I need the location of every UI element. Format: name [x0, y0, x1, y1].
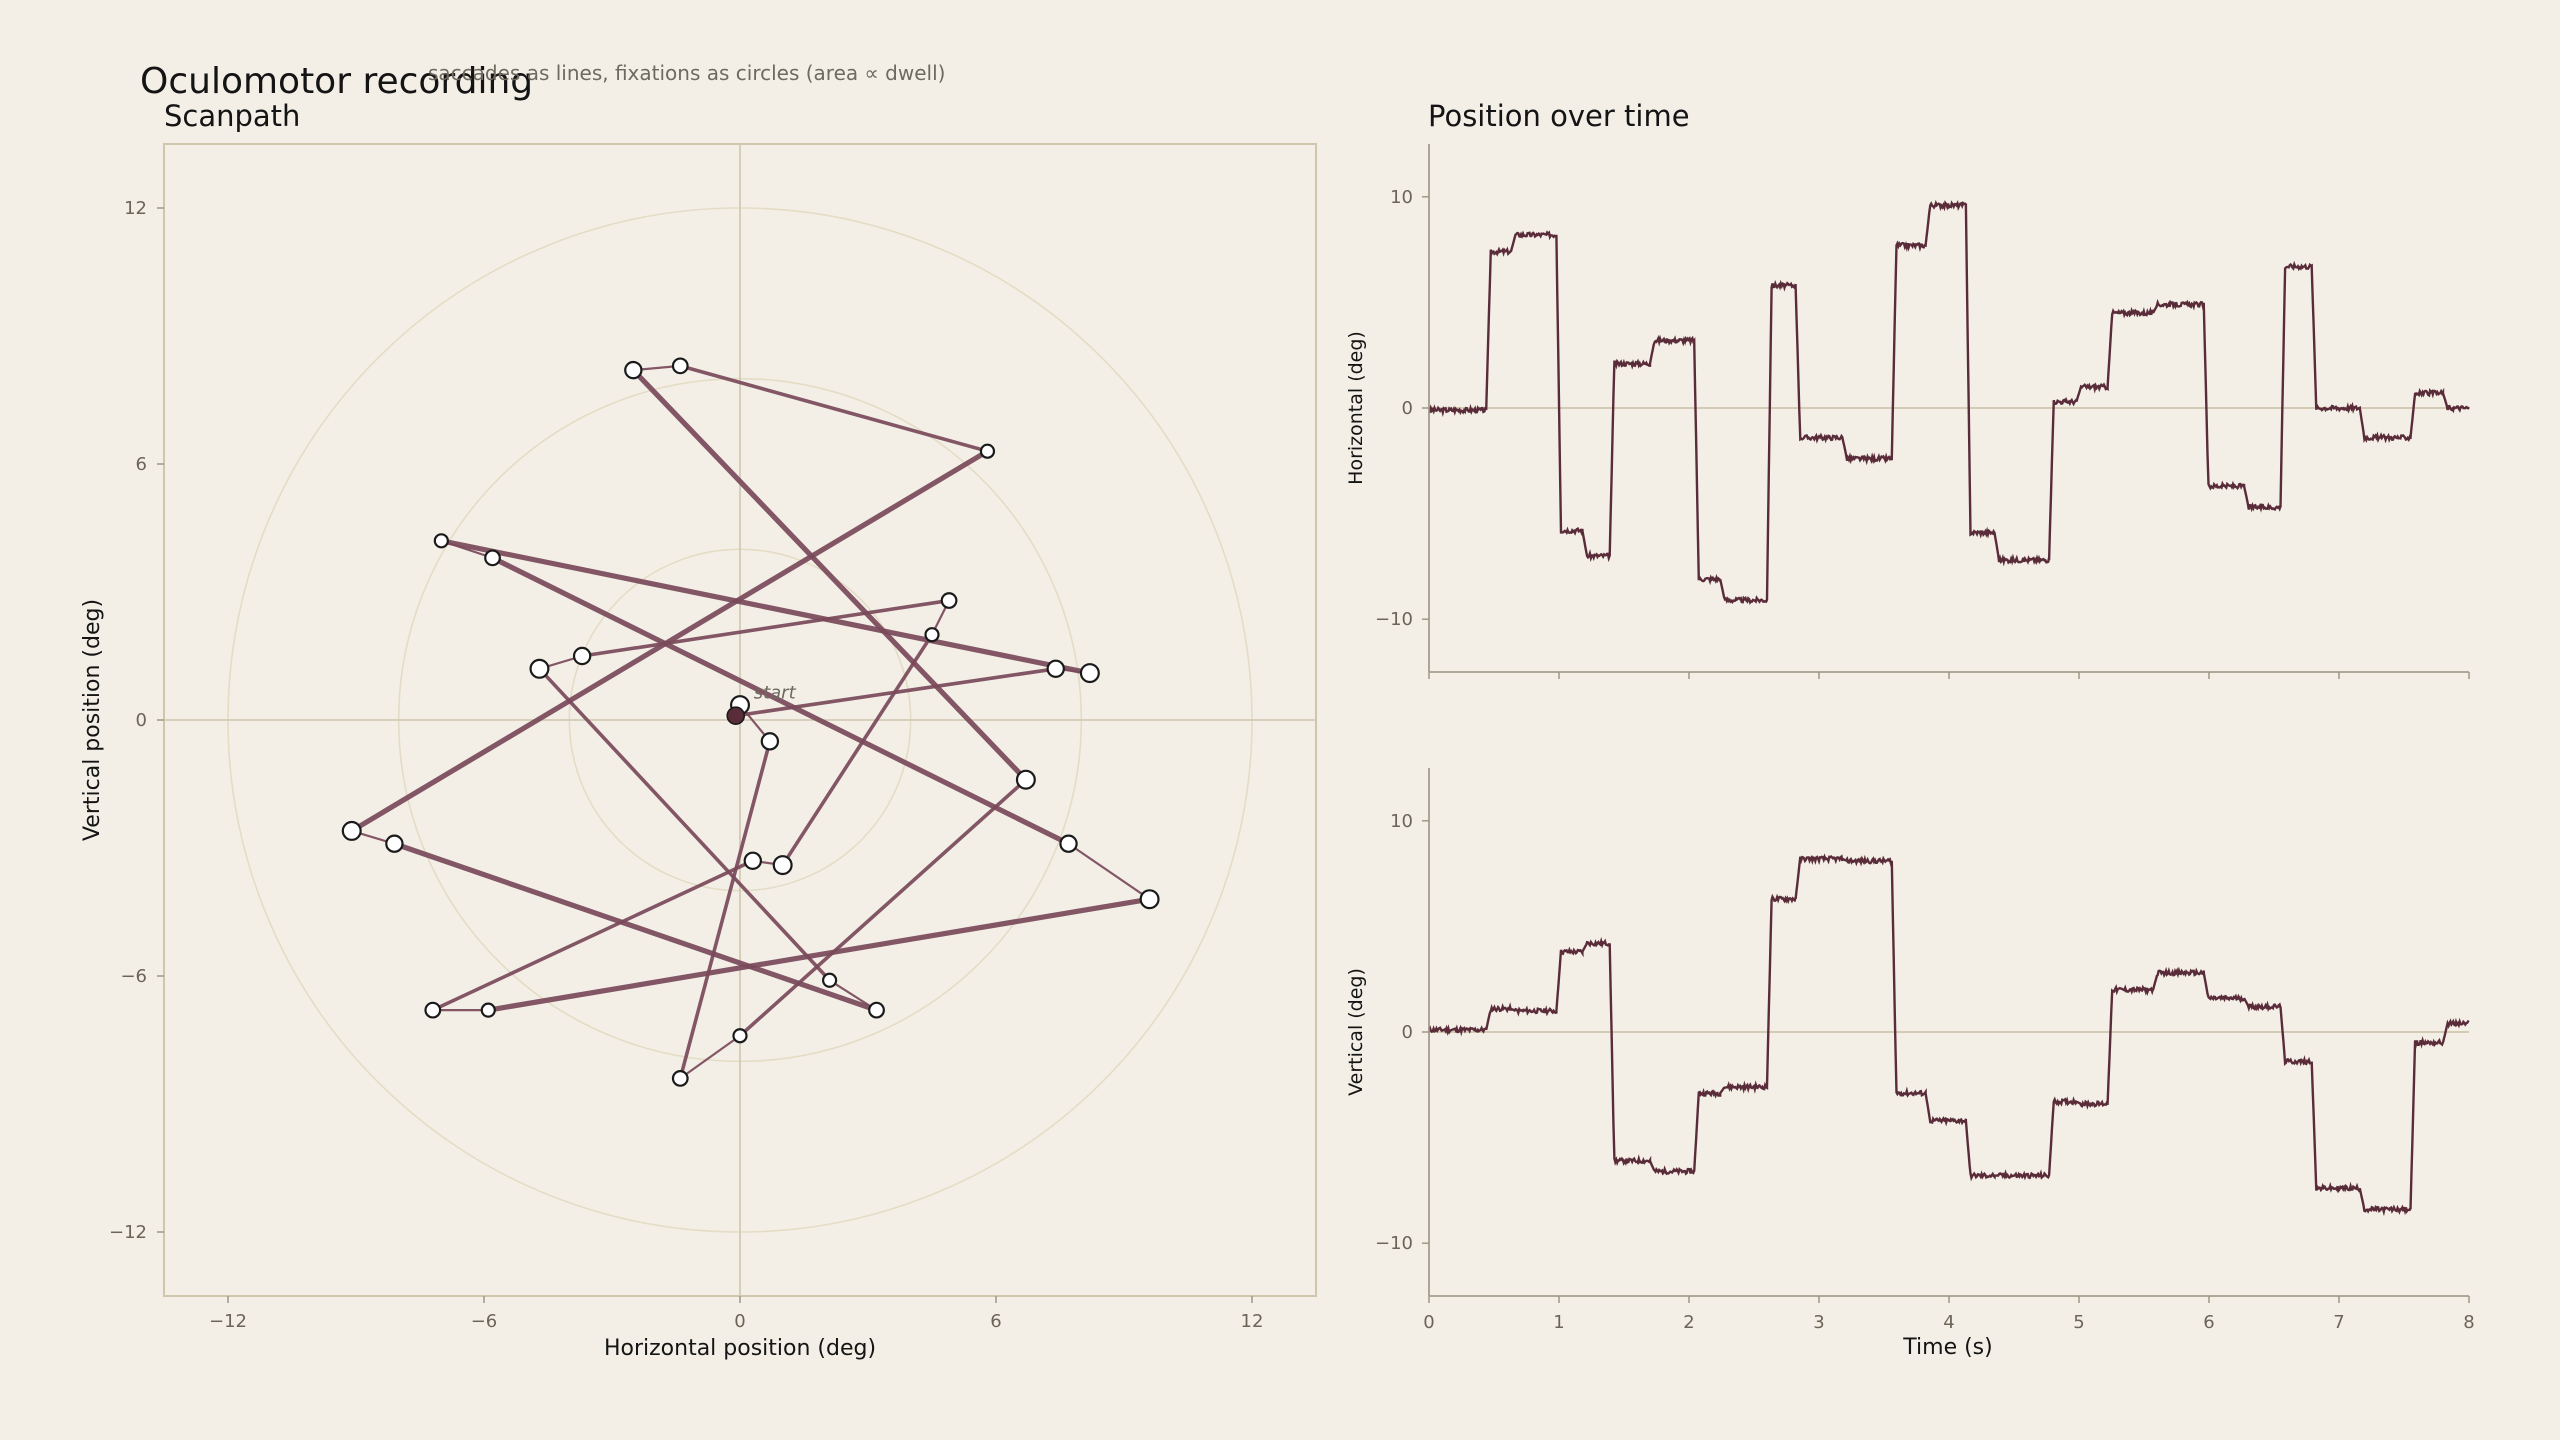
x-tick-label: 5 — [2073, 1312, 2084, 1333]
saccade-line — [630, 367, 1029, 783]
fixation-marker — [924, 627, 940, 643]
y-tick-label: 6 — [136, 454, 147, 475]
fixation-marker — [868, 1001, 885, 1019]
scanpath-panel: Scanpath −12 −6 0 6 12 −12 −6 0 6 12 start Horizo… — [80, 99, 1317, 1361]
fixation-marker — [484, 549, 501, 567]
fixation-marker — [772, 855, 793, 876]
horizontal-trace-panel: Position over time −10 0 10 Horizontal (de… — [1345, 99, 2470, 679]
start-label: start — [754, 683, 797, 704]
figure-title: Oculomotor recording — [140, 61, 533, 102]
horizontal-y-label: Horizontal (deg) — [1345, 331, 1367, 485]
vertical-axes: −10 0 10 0 1 2 3 4 5 6 7 8 — [1375, 768, 2475, 1333]
y-tick-label: 0 — [1402, 398, 1413, 419]
x-tick-label: 4 — [1943, 1312, 1954, 1333]
y-tick-label: −12 — [109, 1222, 147, 1243]
fixation-marker — [743, 851, 763, 871]
y-tick-label: −6 — [120, 966, 147, 987]
saccade-line — [678, 364, 990, 454]
saccade-line — [580, 598, 951, 658]
saccade-line — [391, 841, 880, 1013]
fixation-marker — [1079, 663, 1100, 684]
x-tick-label: 8 — [2463, 1312, 2474, 1333]
saccade-line — [438, 538, 1093, 676]
fixation-marker — [480, 1002, 496, 1018]
x-tick-label: 1 — [1553, 1312, 1564, 1333]
saccade-line — [489, 555, 1072, 847]
saccade-line — [738, 777, 1028, 1038]
fixation-marker — [424, 1001, 442, 1019]
saccade-lines — [349, 364, 1153, 1081]
fixation-marker — [624, 360, 643, 380]
fixation-marker — [385, 834, 404, 853]
x-tick-label: 2 — [1683, 1312, 1694, 1333]
y-tick-label: −10 — [1375, 1233, 1413, 1254]
fixation-marker — [341, 820, 362, 841]
y-tick-label: 10 — [1390, 811, 1413, 832]
saccade-line — [679, 1034, 742, 1080]
x-tick-label: 12 — [1241, 1311, 1264, 1332]
fixation-marker — [821, 972, 838, 988]
saccade-line — [430, 858, 755, 1012]
horizontal-trace-line — [1428, 199, 2470, 605]
scanpath-title: Scanpath — [164, 99, 300, 133]
x-tick-label: 3 — [1813, 1312, 1824, 1333]
time-x-label: Time (s) — [1902, 1335, 1992, 1360]
fixation-marker — [732, 1028, 748, 1044]
saccade-line — [678, 739, 772, 1081]
y-tick-label: 12 — [124, 198, 147, 219]
fixation-marker — [940, 592, 958, 609]
time-panel-title: Position over time — [1428, 99, 1690, 133]
x-tick-label: 6 — [2203, 1312, 2214, 1333]
scanpath-ticks: −12 −6 0 6 12 −12 −6 0 6 12 — [109, 198, 1263, 1332]
x-tick-label: 0 — [1423, 1312, 1434, 1333]
vertical-trace-panel: −10 0 10 0 1 2 3 4 5 6 7 8 Vertical (deg) Time (s) — [1345, 768, 2475, 1360]
fixation-marker — [1015, 769, 1036, 790]
y-tick-label: 10 — [1390, 187, 1413, 208]
x-tick-label: −12 — [209, 1311, 247, 1332]
fixation-marker — [529, 658, 550, 679]
saccade-line — [1067, 842, 1151, 901]
horizontal-axes: −10 0 10 — [1375, 144, 2470, 679]
y-tick-label: −10 — [1375, 609, 1413, 630]
saccade-line — [485, 896, 1153, 1013]
scanpath-x-label: Horizontal position (deg) — [604, 1336, 876, 1361]
start-fixation-marker — [726, 706, 746, 726]
fixation-marker — [1139, 889, 1160, 910]
y-tick-label: 0 — [136, 710, 147, 731]
figure-subtitle: saccades as lines, fixations as circles … — [428, 61, 945, 85]
vertical-trace-line — [1428, 853, 2470, 1217]
fixation-marker — [1046, 659, 1065, 679]
saccade-line — [780, 632, 934, 867]
fixation-marker — [760, 732, 780, 751]
saccade-line — [828, 979, 878, 1012]
fixation-marker — [572, 646, 592, 666]
x-tick-label: −6 — [471, 1311, 498, 1332]
fixation-marker — [433, 533, 449, 549]
scanpath-y-label: Vertical position (deg) — [80, 599, 105, 841]
fixation-marker — [1059, 834, 1078, 853]
fixation-marker — [671, 357, 689, 375]
x-tick-label: 0 — [734, 1311, 745, 1332]
saccade-line — [733, 666, 1058, 718]
vertical-y-label: Vertical (deg) — [1345, 968, 1367, 1096]
y-tick-label: 0 — [1402, 1022, 1413, 1043]
fixation-marker — [671, 1069, 689, 1087]
x-tick-label: 6 — [990, 1311, 1001, 1332]
saccade-line — [537, 666, 832, 983]
fixation-markers — [341, 357, 1160, 1087]
x-tick-label: 7 — [2333, 1312, 2344, 1333]
fixation-marker — [979, 443, 996, 459]
